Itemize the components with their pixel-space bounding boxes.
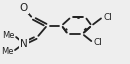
Text: Me: Me	[1, 47, 14, 56]
Text: Me: Me	[2, 31, 15, 40]
Text: N: N	[20, 39, 28, 49]
Text: O: O	[20, 3, 28, 13]
Text: Cl: Cl	[103, 13, 112, 22]
Text: Cl: Cl	[93, 38, 102, 47]
